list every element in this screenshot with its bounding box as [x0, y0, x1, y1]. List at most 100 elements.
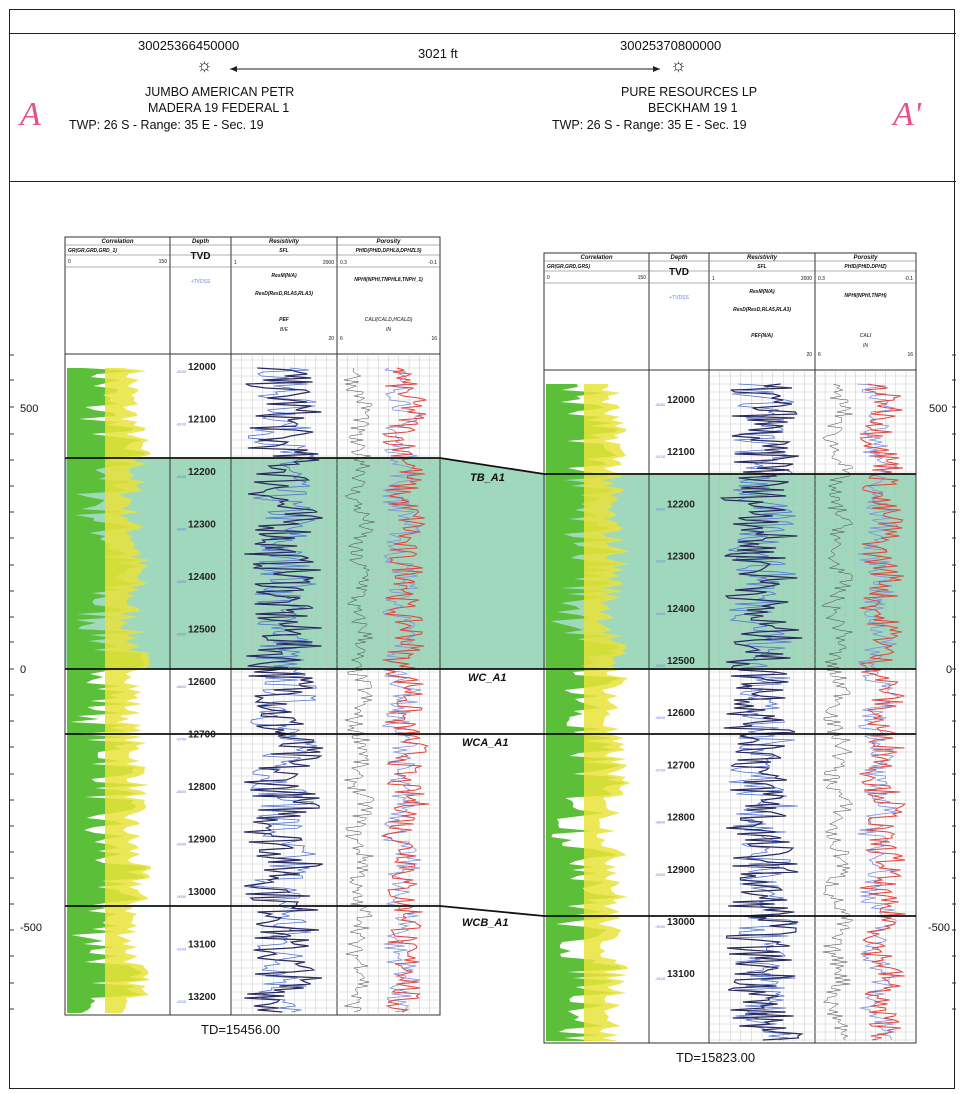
left-well-tvdss-label: -8400 [176, 579, 187, 584]
left-well-header-nphi: NPHI(NPHI,TNPHL8,TNPH_1) [354, 277, 423, 283]
left-well-tvdss-label: -9100 [176, 947, 187, 952]
right-well-header-resistivity: Resistivity [747, 255, 778, 261]
left-well-header-cali: CALI(CALD,HCALD) [365, 317, 413, 323]
right-well-depth-label: 12500 [667, 656, 695, 667]
left-well-api: 30025366450000 [138, 38, 240, 53]
distance-arrow-left-icon [230, 66, 237, 72]
left-well-phid-curve [381, 367, 430, 1013]
wca-top-label: WCA_A1 [462, 737, 508, 749]
left-well-tvdss-label: -8200 [176, 474, 187, 479]
left-well-header-tvd: TVD [191, 251, 211, 262]
right-well-header-cali-max: 16 [907, 352, 913, 358]
left-well-depth-label: 12100 [188, 415, 216, 426]
well-spacing-distance: 3021 ft [418, 46, 458, 61]
right-well-depth-label: 13000 [667, 917, 695, 928]
left-well-header-phi-max: -0.1 [428, 260, 437, 266]
right-well-header-sfl: SFL [757, 264, 766, 270]
left-well-header-correlation: Correlation [101, 239, 133, 245]
right-well-header-cali-min: 6 [818, 352, 821, 358]
left-well-header-depth: Depth [192, 239, 209, 245]
right-well-header-nphi: NPHI(NPHI,TNPH) [844, 293, 887, 299]
left-well-nphi-curve [380, 367, 423, 1013]
left-well-tvdss-label: -8900 [176, 842, 187, 847]
left-well-header-cali-min: 6 [340, 336, 343, 342]
left-well-depth-label: 13000 [188, 887, 216, 898]
left-well-tvdss-label: -9000 [176, 894, 187, 899]
right-well-depth-label: 13100 [667, 969, 695, 980]
right-well-tvdss-label: -9100 [655, 976, 666, 981]
left-well-header-phid: PHID(PHID,DPHL8,DPHZL5) [356, 248, 422, 254]
right-well-depth-label: 12800 [667, 813, 695, 824]
right-well-header-pef: PEF(N/A) [751, 333, 773, 339]
cross-section-frame [9, 9, 955, 1089]
right-well-header-depth: Depth [671, 255, 688, 261]
left-well-header-cali-max: 16 [431, 336, 437, 342]
right-well-tvdss-label: -9000 [655, 924, 666, 929]
left-well-header-gr-min: 0 [68, 259, 71, 265]
endpoint-a-label: A [20, 96, 41, 133]
right-well-tvdss-label: -8400 [655, 611, 666, 616]
left-well-header-pef-unit: B/E [280, 327, 289, 333]
right-well-header-resd: ResD(ResD,RLA5,RLA3) [733, 307, 791, 313]
left-well-header-resm: ResM(N/A) [271, 273, 297, 279]
header-divider-bottom [10, 181, 956, 182]
tb-top-line [65, 457, 916, 475]
wcb-top-label: WCB_A1 [462, 917, 508, 929]
left-well-depth-label: 12800 [188, 782, 216, 793]
left-well-tvdss-label: -8000 [176, 369, 187, 374]
left-well-log-frame [64, 236, 441, 1016]
left-well-depth-label: 12200 [188, 467, 216, 478]
left-well-depth-label: 13200 [188, 992, 216, 1003]
right-well-depth-label: 12900 [667, 865, 695, 876]
left-well-tvdss-label: -9200 [176, 999, 187, 1004]
right-well-tvdss-label: -8000 [655, 402, 666, 407]
right-well-header-gr-min: 0 [547, 275, 550, 281]
left-well-header-sfl: SFL [279, 248, 288, 254]
left-well-header-cali-unit: IN [386, 327, 391, 333]
left-well-tvdss-label: -8100 [176, 422, 187, 427]
right-well-header-phid: PHID(PHID,DPHZ) [844, 264, 887, 270]
right-well-location: TWP: 26 S - Range: 35 E - Sec. 19 [552, 118, 747, 132]
left-well-tvdss-label: -8300 [176, 527, 187, 532]
scale-left-500: 500 [20, 403, 39, 415]
left-well-depth-label: 12600 [188, 677, 216, 688]
right-well-tvdss-label: -8300 [655, 559, 666, 564]
scale-left-0: 0 [20, 664, 27, 676]
right-well-tvdss-label: -8900 [655, 872, 666, 877]
right-well-tvdss-label: -8700 [655, 767, 666, 772]
left-well-header-pef: PEF [279, 317, 290, 323]
left-well-depth-label: 12500 [188, 625, 216, 636]
left-well-depth-label: 13100 [188, 940, 216, 951]
endpoint-a-prime-label: A' [893, 96, 922, 133]
left-well-tvdss-label: -8500 [176, 632, 187, 637]
right-well-phid-curve [859, 383, 907, 1041]
left-well-depth-label: 12700 [188, 730, 216, 741]
left-well-cali-curve [343, 367, 375, 1013]
left-well-tvdss-label: -8600 [176, 684, 187, 689]
right-well-gas-symbol-icon: ☼ [670, 55, 687, 75]
right-well-depth-label: 12700 [667, 760, 695, 771]
left-well-depth-label: 12300 [188, 520, 216, 531]
left-well-header-tvdss: +TVDSS [191, 279, 211, 285]
right-well-tvdss-label: -8500 [655, 663, 666, 668]
scale-right-0: 0 [946, 664, 953, 676]
left-well-log-grid [231, 354, 440, 1015]
tb-top-label: TB_A1 [470, 472, 505, 484]
right-well-cali-curve [821, 383, 854, 1041]
left-well-header-res-max: 2000 [323, 260, 334, 266]
right-well-header-gr-max: 150 [638, 275, 647, 281]
left-well-location: TWP: 26 S - Range: 35 E - Sec. 19 [69, 118, 264, 132]
left-well-gr-fill-yellow [105, 368, 152, 1013]
right-well-gr-fill-green [546, 384, 627, 1041]
right-well-depth-label: 12300 [667, 552, 695, 563]
right-well-resd-curve [719, 383, 804, 1041]
left-well-depth-label: 12000 [188, 362, 216, 373]
right-well-header-pef-max: 20 [806, 352, 812, 358]
distance-arrow-right-icon [653, 66, 660, 72]
left-well-operator: JUMBO AMERICAN PETR [145, 85, 295, 99]
right-well-header-phi-min: 0.3 [818, 276, 825, 282]
right-well-name: BECKHAM 19 1 [648, 101, 738, 115]
tb-wc-zone-fill [65, 458, 916, 669]
header-divider-top [10, 33, 956, 34]
